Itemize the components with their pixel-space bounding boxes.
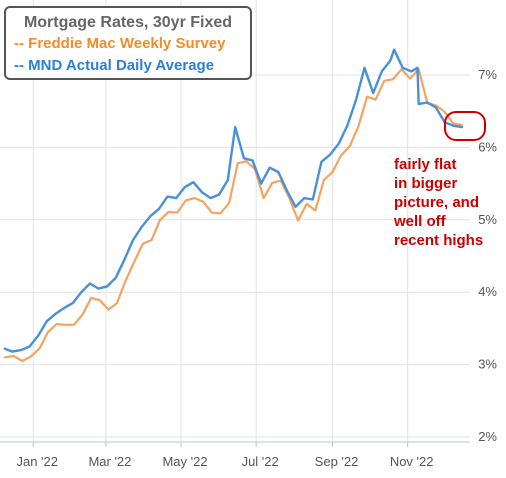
y-tick-label: 2% — [478, 429, 497, 444]
chart-legend: Mortgage Rates, 30yr Fixed -- Freddie Ma… — [4, 6, 252, 80]
x-tick-label: Nov '22 — [390, 454, 434, 469]
x-tick-label: Jan '22 — [16, 454, 58, 469]
y-tick-label: 5% — [478, 212, 497, 227]
x-axis: Jan '22 Mar '22 May '22 Jul '22 Sep '22 Nov '… — [0, 441, 470, 469]
series-line-freddie-mac — [3, 68, 463, 363]
x-tick-label: Mar '22 — [88, 454, 131, 469]
annotation-line: recent highs — [394, 232, 484, 249]
chart-annotation: fairly flat in bigger picture, and well … — [394, 155, 504, 250]
y-axis: 2% 3% 4% 5% 6% 7% — [478, 67, 497, 444]
y-tick-label: 7% — [478, 67, 497, 82]
series-lines — [3, 48, 463, 363]
series-line-mnd — [3, 48, 463, 353]
chart-title: Mortgage Rates, 30yr Fixed — [23, 14, 233, 31]
y-tick-label: 6% — [478, 139, 497, 154]
highlight-oval — [444, 111, 486, 141]
annotation-line: well off — [394, 213, 446, 230]
x-tick-label: May '22 — [162, 454, 207, 469]
legend-entry-freddie-mac: -- Freddie Mac Weekly Survey — [14, 35, 226, 52]
y-tick-label: 3% — [478, 357, 497, 372]
legend-entry-mnd: -- MND Actual Daily Average — [14, 57, 215, 74]
annotation-line: in bigger — [394, 175, 458, 192]
x-tick-label: Sep '22 — [315, 454, 359, 469]
y-tick-label: 4% — [478, 284, 497, 299]
annotation-line: picture, and — [394, 194, 480, 211]
x-tick-label: Jul '22 — [242, 454, 279, 469]
annotation-line: fairly flat — [394, 156, 457, 173]
